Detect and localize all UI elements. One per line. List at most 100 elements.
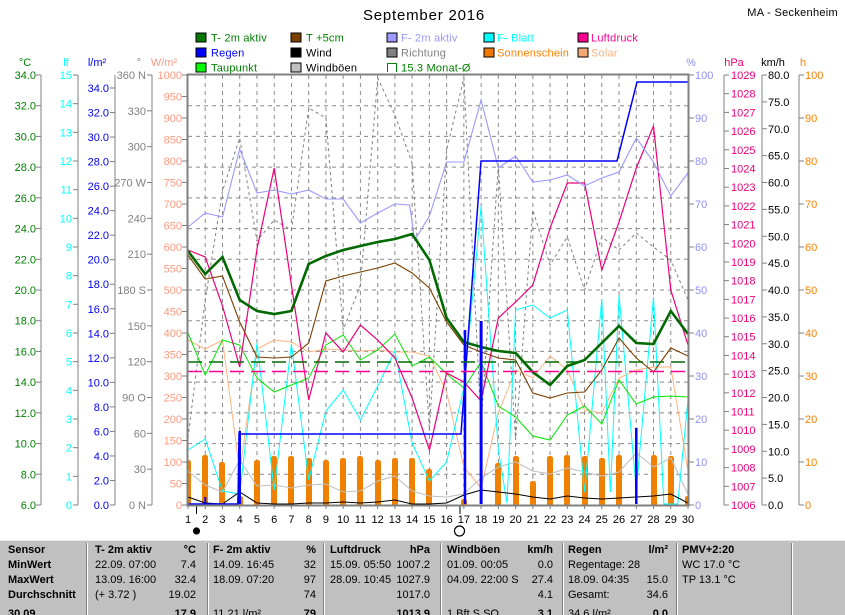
- svg-text:300: 300: [128, 142, 146, 154]
- svg-text:1028: 1028: [731, 89, 755, 101]
- svg-text:W/m²: W/m²: [151, 57, 178, 69]
- svg-text:200: 200: [164, 414, 182, 426]
- svg-text:WC 17.0 °C: WC 17.0 °C: [682, 559, 740, 571]
- svg-text:Luftdruck: Luftdruck: [330, 544, 382, 556]
- svg-text:32.0: 32.0: [15, 101, 36, 113]
- svg-text:900: 900: [164, 113, 182, 125]
- svg-text:22.09. 07:00: 22.09. 07:00: [95, 559, 156, 571]
- svg-text:6.0: 6.0: [94, 426, 109, 438]
- svg-text:km/h: km/h: [527, 544, 553, 556]
- svg-text:F- 2m aktiv: F- 2m aktiv: [401, 33, 458, 45]
- svg-text:1006: 1006: [731, 500, 755, 512]
- svg-text:70: 70: [695, 199, 707, 211]
- svg-text:lf: lf: [63, 57, 69, 69]
- svg-text:1017.0: 1017.0: [396, 589, 430, 601]
- svg-text:60: 60: [805, 242, 817, 254]
- svg-text:20.0: 20.0: [15, 285, 36, 297]
- svg-text:13: 13: [389, 514, 401, 526]
- svg-text:100: 100: [695, 70, 713, 82]
- svg-text:8: 8: [306, 514, 312, 526]
- svg-text:Wind: Wind: [306, 48, 332, 60]
- svg-text:13: 13: [60, 127, 72, 139]
- svg-text:18.0: 18.0: [88, 279, 109, 291]
- svg-text:1020: 1020: [731, 238, 755, 250]
- svg-text:100: 100: [164, 457, 182, 469]
- svg-text:30.09: 30.09: [8, 608, 36, 615]
- svg-text:5.0: 5.0: [768, 473, 783, 485]
- svg-text:30.0: 30.0: [88, 132, 109, 144]
- svg-text:15.0: 15.0: [647, 574, 668, 586]
- svg-text:80: 80: [695, 156, 707, 168]
- svg-text:20.0: 20.0: [88, 255, 109, 267]
- svg-text:9: 9: [66, 242, 72, 254]
- svg-text:7.4: 7.4: [181, 559, 196, 571]
- svg-text:70: 70: [805, 199, 817, 211]
- svg-text:1022: 1022: [731, 201, 755, 213]
- svg-text:1010: 1010: [731, 425, 755, 437]
- svg-text:10: 10: [337, 514, 349, 526]
- svg-text:28.0: 28.0: [88, 157, 109, 169]
- svg-text:1019: 1019: [731, 257, 755, 269]
- svg-text:2: 2: [66, 443, 72, 455]
- svg-text:1: 1: [66, 471, 72, 483]
- svg-text:3: 3: [66, 414, 72, 426]
- svg-text:0.0: 0.0: [653, 608, 668, 615]
- svg-text:11: 11: [61, 185, 72, 197]
- svg-text:6: 6: [271, 514, 277, 526]
- svg-text:MA - Seckenheim: MA - Seckenheim: [747, 7, 838, 19]
- svg-text:6: 6: [66, 328, 72, 340]
- svg-text:28.0: 28.0: [15, 162, 36, 174]
- svg-text:60.0: 60.0: [768, 178, 789, 190]
- svg-text:32.4: 32.4: [175, 574, 196, 586]
- svg-text:T +5cm: T +5cm: [306, 33, 344, 45]
- svg-text:10: 10: [805, 457, 817, 469]
- svg-text:Regen: Regen: [211, 48, 244, 60]
- svg-text:September 2016: September 2016: [363, 7, 485, 24]
- svg-text:15.0: 15.0: [768, 419, 789, 431]
- svg-text:250: 250: [164, 393, 182, 405]
- svg-text:13.09. 16:00: 13.09. 16:00: [95, 574, 156, 586]
- svg-text:hPa: hPa: [410, 544, 431, 556]
- svg-text:29: 29: [665, 514, 677, 526]
- svg-text:(+ 3.72 ): (+ 3.72 ): [95, 589, 136, 601]
- svg-text:18: 18: [475, 514, 487, 526]
- svg-text:12: 12: [60, 156, 72, 168]
- svg-text:MinWert: MinWert: [8, 559, 52, 571]
- svg-text:10: 10: [695, 457, 707, 469]
- svg-text:1027.9: 1027.9: [396, 574, 430, 586]
- svg-text:14.0: 14.0: [88, 328, 109, 340]
- svg-text:23: 23: [561, 514, 573, 526]
- svg-text:750: 750: [164, 178, 182, 190]
- svg-text:°: °: [137, 57, 141, 69]
- svg-text:97: 97: [304, 574, 316, 586]
- svg-text:2: 2: [202, 514, 208, 526]
- svg-text:1026: 1026: [731, 126, 755, 138]
- svg-text:1024: 1024: [731, 163, 755, 175]
- svg-text:17.9: 17.9: [175, 608, 196, 615]
- svg-text:90: 90: [805, 113, 817, 125]
- svg-text:01.09. 00:05: 01.09. 00:05: [447, 559, 508, 571]
- svg-text:50: 50: [170, 479, 182, 491]
- svg-text:7: 7: [66, 299, 72, 311]
- svg-text:270 W: 270 W: [114, 178, 146, 190]
- svg-text:Taupunkt: Taupunkt: [211, 63, 257, 75]
- svg-text:30: 30: [134, 464, 146, 476]
- svg-text:1015: 1015: [731, 332, 755, 344]
- svg-text:0.0: 0.0: [94, 500, 109, 512]
- svg-text:T- 2m aktiv: T- 2m aktiv: [95, 544, 153, 556]
- svg-text:55.0: 55.0: [768, 204, 789, 216]
- svg-text:PMV+2:20: PMV+2:20: [682, 544, 734, 556]
- svg-text:Richtung: Richtung: [401, 48, 446, 60]
- svg-text:24.0: 24.0: [15, 224, 36, 236]
- svg-text:15.3 Monat-Ø: 15.3 Monat-Ø: [401, 63, 471, 75]
- svg-text:10.0: 10.0: [15, 439, 36, 451]
- svg-text:16: 16: [440, 514, 452, 526]
- svg-text:14.0: 14.0: [15, 377, 36, 389]
- svg-text:0 N: 0 N: [129, 500, 146, 512]
- svg-text:30: 30: [682, 514, 694, 526]
- svg-text:30.0: 30.0: [768, 339, 789, 351]
- svg-text:15: 15: [423, 514, 435, 526]
- svg-text:26.0: 26.0: [88, 181, 109, 193]
- svg-text:45.0: 45.0: [768, 258, 789, 270]
- svg-text:28.09. 10:45: 28.09. 10:45: [330, 574, 391, 586]
